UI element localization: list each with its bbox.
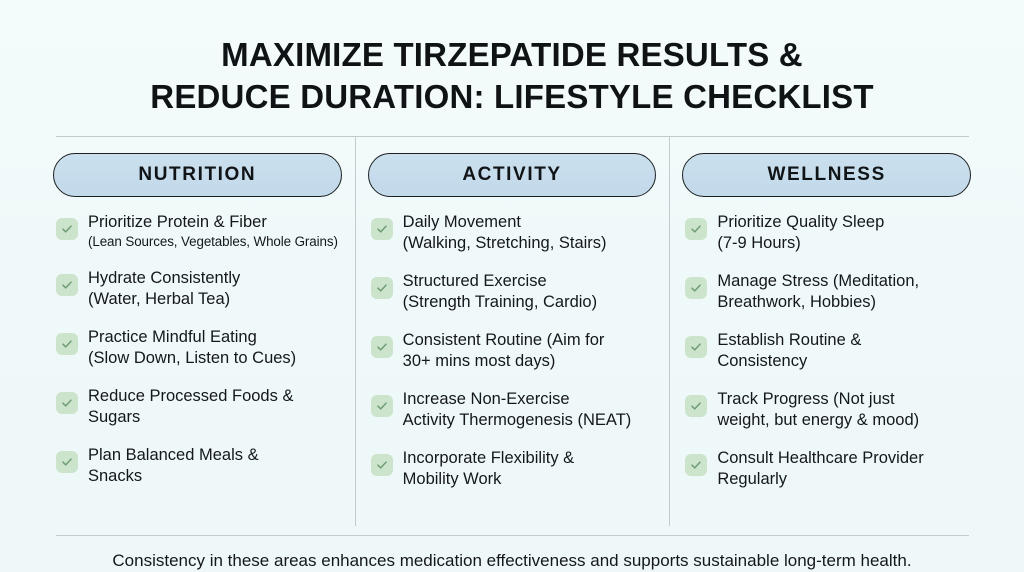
list-item-primary: Prioritize Quality Sleep	[717, 213, 885, 231]
title-line-2: REDUCE DURATION: LIFESTYLE CHECKLIST	[150, 78, 874, 115]
list-item: Structured Exercise (Strength Training, C…	[370, 270, 658, 313]
list-item-text: Increase Non-Exercise Activity Thermogene…	[403, 388, 658, 431]
list-item-text: Track Progress (Not just weight, but ener…	[717, 388, 972, 431]
list-item-text: Incorporate Flexibility & Mobility Work	[403, 447, 658, 490]
check-icon	[56, 274, 78, 296]
divider-bottom	[55, 535, 969, 536]
checklist-column-wellness: WELLNESS Prioritize Quality Sleep (7-9 Hou…	[669, 137, 984, 535]
list-item: Establish Routine & Consistency	[685, 329, 972, 372]
title-line-1: MAXIMIZE TIRZEPATIDE RESULTS &	[221, 36, 803, 73]
check-icon	[685, 395, 708, 417]
list-item-text: Prioritize Quality Sleep (7-9 Hours)	[717, 211, 972, 254]
check-icon	[56, 218, 78, 240]
list-item-primary: Establish Routine &	[717, 331, 862, 349]
column-header-label: WELLNESS	[767, 164, 886, 185]
list-item: Increase Non-Exercise Activity Thermogene…	[370, 388, 658, 431]
list-item-primary: Manage Stress (Meditation,	[717, 272, 920, 290]
list-item-secondary: Mobility Work	[402, 470, 502, 488]
list-item-text: Hydrate Consistently (Water, Herbal Tea)	[88, 267, 343, 310]
column-header-wellness: WELLNESS	[682, 153, 972, 197]
column-header-label: ACTIVITY	[462, 164, 562, 185]
checklist-columns: NUTRITION Prioritize Protein & Fiber (Lean…	[40, 137, 984, 535]
list-item-text: Prioritize Protein & Fiber (Lean Sources,…	[88, 211, 343, 251]
list-item: Practice Mindful Eating (Slow Down, Liste…	[56, 326, 343, 369]
check-icon	[370, 336, 393, 358]
list-item: Consistent Routine (Aim for 30+ mins most…	[370, 329, 658, 372]
check-icon	[370, 277, 393, 299]
footer: Consistency in these areas enhances medi…	[0, 536, 1024, 572]
column-header-nutrition: NUTRITION	[53, 153, 342, 197]
list-item-text: Reduce Processed Foods & Sugars	[88, 385, 343, 428]
list-item-secondary: (Slow Down, Listen to Cues)	[88, 349, 297, 367]
list-item: Hydrate Consistently (Water, Herbal Tea)	[56, 267, 343, 310]
list-item: Plan Balanced Meals & Snacks	[56, 444, 343, 487]
list-item-secondary: (Walking, Stretching, Stairs)	[402, 234, 607, 252]
list-item: Daily Movement (Walking, Stretching, Stai…	[370, 211, 658, 254]
list-item-secondary: Regularly	[717, 470, 788, 488]
list-item: Prioritize Quality Sleep (7-9 Hours)	[685, 211, 972, 254]
checklist-items: Prioritize Protein & Fiber (Lean Sources,…	[50, 211, 345, 487]
checklist-items: Prioritize Quality Sleep (7-9 Hours) Manag…	[679, 211, 974, 490]
check-icon	[370, 395, 393, 417]
list-item-secondary: weight, but energy & mood)	[717, 411, 920, 429]
list-item-text: Plan Balanced Meals & Snacks	[88, 444, 343, 487]
list-item-secondary: (Strength Training, Cardio)	[402, 293, 598, 311]
list-item-text: Practice Mindful Eating (Slow Down, Liste…	[88, 326, 343, 369]
footer-text: Consistency in these areas enhances medi…	[112, 551, 912, 570]
list-item-secondary: (Lean Sources, Vegetables, Whole Grains)	[88, 234, 338, 249]
list-item-primary: Increase Non-Exercise	[402, 390, 570, 408]
list-item: Reduce Processed Foods & Sugars	[56, 385, 343, 428]
check-icon	[56, 392, 78, 414]
column-header-activity: ACTIVITY	[367, 153, 657, 197]
list-item: Consult Healthcare Provider Regularly	[685, 447, 972, 490]
list-item-primary: Plan Balanced Meals &	[88, 446, 259, 464]
list-item: Track Progress (Not just weight, but ener…	[685, 388, 972, 431]
list-item-secondary: Sugars	[88, 408, 141, 426]
list-item-text: Daily Movement (Walking, Stretching, Stai…	[403, 211, 658, 254]
list-item: Prioritize Protein & Fiber (Lean Sources,…	[56, 211, 343, 251]
list-item-text: Structured Exercise (Strength Training, C…	[403, 270, 658, 313]
list-item-text: Consult Healthcare Provider Regularly	[717, 447, 972, 490]
check-icon	[56, 451, 78, 473]
list-item-secondary: Breathwork, Hobbies)	[717, 293, 876, 311]
list-item-primary: Track Progress (Not just	[717, 390, 895, 408]
list-item-primary: Consistent Routine (Aim for	[402, 331, 605, 349]
check-icon	[56, 333, 78, 355]
list-item-primary: Daily Movement	[402, 213, 521, 231]
check-icon	[685, 336, 708, 358]
list-item: Manage Stress (Meditation, Breathwork, Ho…	[685, 270, 972, 313]
list-item-text: Establish Routine & Consistency	[717, 329, 972, 372]
list-item-secondary: Consistency	[717, 352, 808, 370]
list-item-primary: Incorporate Flexibility &	[402, 449, 575, 467]
check-icon	[370, 454, 393, 476]
divider-top	[55, 136, 969, 137]
checklist-column-nutrition: NUTRITION Prioritize Protein & Fiber (Lean…	[40, 137, 355, 535]
list-item-primary: Consult Healthcare Provider	[717, 449, 924, 467]
list-item-primary: Prioritize Protein & Fiber	[88, 213, 267, 231]
list-item-secondary: 30+ mins most days)	[402, 352, 556, 370]
check-icon	[685, 218, 708, 240]
list-item: Incorporate Flexibility & Mobility Work	[370, 447, 658, 490]
list-item-text: Manage Stress (Meditation, Breathwork, Ho…	[717, 270, 972, 313]
page-title: MAXIMIZE TIRZEPATIDE RESULTS & REDUCE DU…	[0, 0, 1024, 118]
list-item-secondary: Activity Thermogenesis (NEAT)	[402, 411, 632, 429]
list-item-primary: Practice Mindful Eating	[88, 328, 257, 346]
list-item-secondary: Snacks	[88, 467, 143, 485]
list-item-primary: Hydrate Consistently	[88, 269, 241, 287]
check-icon	[370, 218, 393, 240]
list-item-primary: Reduce Processed Foods &	[88, 387, 294, 405]
checklist-column-activity: ACTIVITY Daily Movement (Walking, Stretchi…	[354, 137, 670, 535]
checklist-items: Daily Movement (Walking, Stretching, Stai…	[365, 211, 660, 490]
check-icon	[685, 454, 708, 476]
list-item-primary: Structured Exercise	[402, 272, 547, 290]
list-item-text: Consistent Routine (Aim for 30+ mins most…	[403, 329, 658, 372]
check-icon	[685, 277, 708, 299]
list-item-secondary: (Water, Herbal Tea)	[88, 290, 231, 308]
column-header-label: NUTRITION	[138, 164, 257, 185]
list-item-secondary: (7-9 Hours)	[717, 234, 801, 252]
